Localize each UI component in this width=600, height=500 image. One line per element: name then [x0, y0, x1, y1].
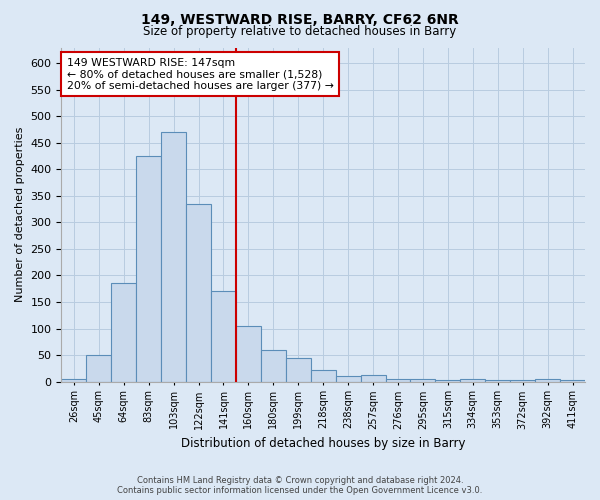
Bar	[535, 380, 560, 382]
Text: 149, WESTWARD RISE, BARRY, CF62 6NR: 149, WESTWARD RISE, BARRY, CF62 6NR	[141, 12, 459, 26]
Bar	[410, 379, 436, 382]
Bar	[136, 156, 161, 382]
Bar	[436, 380, 460, 382]
Bar	[485, 380, 510, 382]
Bar	[61, 379, 86, 382]
Text: 149 WESTWARD RISE: 147sqm
← 80% of detached houses are smaller (1,528)
20% of se: 149 WESTWARD RISE: 147sqm ← 80% of detac…	[67, 58, 334, 90]
Bar	[236, 326, 261, 382]
X-axis label: Distribution of detached houses by size in Barry: Distribution of detached houses by size …	[181, 437, 466, 450]
Text: Size of property relative to detached houses in Barry: Size of property relative to detached ho…	[143, 25, 457, 38]
Bar	[161, 132, 186, 382]
Bar	[111, 284, 136, 382]
Bar	[460, 380, 485, 382]
Bar	[261, 350, 286, 382]
Y-axis label: Number of detached properties: Number of detached properties	[15, 127, 25, 302]
Bar	[186, 204, 211, 382]
Bar	[386, 379, 410, 382]
Bar	[211, 292, 236, 382]
Bar	[560, 380, 585, 382]
Bar	[510, 380, 535, 382]
Text: Contains HM Land Registry data © Crown copyright and database right 2024.
Contai: Contains HM Land Registry data © Crown c…	[118, 476, 482, 495]
Bar	[335, 376, 361, 382]
Bar	[361, 375, 386, 382]
Bar	[86, 355, 111, 382]
Bar	[311, 370, 335, 382]
Bar	[286, 358, 311, 382]
